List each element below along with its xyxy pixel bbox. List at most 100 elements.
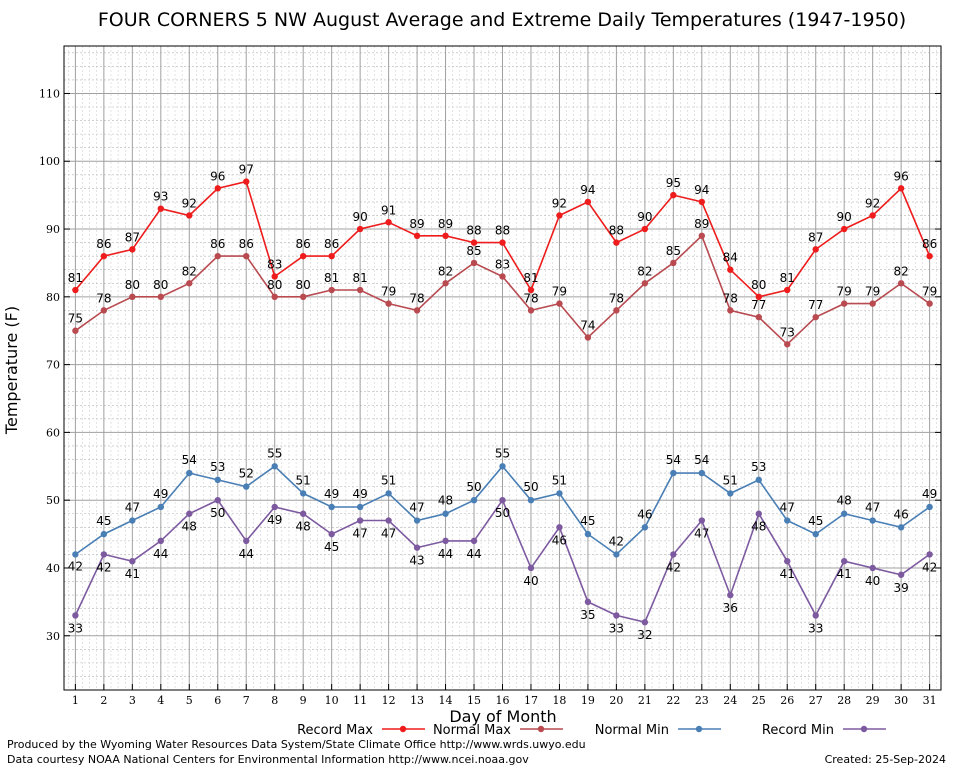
record-max-data-label: 94 bbox=[580, 183, 595, 197]
legend: Record Max Normal Max Normal Min Record Min bbox=[297, 723, 886, 738]
normal-max-data-label: 85 bbox=[466, 244, 481, 258]
record-max-data-label: 84 bbox=[723, 251, 738, 265]
normal-max-data-label: 80 bbox=[296, 278, 311, 292]
record-min-series: 33 42 41 44 48 50 44 49 48 45 47 47 43 44 44 50 40 46 35 33… bbox=[68, 496, 937, 642]
normal-max-data-label: 74 bbox=[580, 318, 595, 332]
normal-max-data-label: 77 bbox=[808, 298, 823, 312]
record-max-data-label: 88 bbox=[609, 224, 624, 238]
normal-min-point bbox=[812, 530, 819, 538]
normal-max-point bbox=[214, 252, 221, 260]
normal-min-data-label: 45 bbox=[96, 514, 111, 528]
normal-max-data-label: 82 bbox=[182, 264, 197, 278]
x-tick-label: 1 bbox=[72, 694, 79, 707]
normal-max-point bbox=[840, 300, 848, 307]
record-min-point bbox=[271, 503, 278, 511]
x-tick-label: 16 bbox=[496, 694, 510, 707]
normal-max-data-label: 79 bbox=[837, 285, 852, 299]
record-max-point bbox=[413, 232, 421, 240]
record-max-data-label: 90 bbox=[352, 210, 367, 224]
record-min-data-label: 42 bbox=[666, 560, 681, 574]
normal-max-data-label: 86 bbox=[210, 237, 225, 251]
record-min-point bbox=[641, 619, 649, 626]
normal-min-point bbox=[243, 483, 250, 490]
x-tick-label: 25 bbox=[752, 694, 766, 707]
record-max-data-label: 97 bbox=[239, 163, 254, 177]
normal-max-data-label: 86 bbox=[239, 237, 254, 251]
normal-max-point bbox=[613, 307, 620, 314]
normal-max-data-label: 85 bbox=[666, 244, 681, 258]
normal-max-data-label: 81 bbox=[352, 271, 367, 285]
normal-min-data-label: 45 bbox=[808, 514, 823, 528]
normal-max-point bbox=[157, 293, 165, 301]
x-tick-label: 20 bbox=[609, 694, 623, 707]
record-min-point bbox=[129, 558, 136, 565]
x-axis-label: Day of Month bbox=[449, 707, 556, 726]
x-axis-ticks: 1 2 3 4 5 6 7 8 9 10 11 12 13 14 15 16 17 18 19 20 21 22 23 24 2… bbox=[72, 684, 937, 707]
normal-max-point bbox=[385, 300, 392, 307]
record-max-point bbox=[299, 252, 307, 260]
normal-min-data-label: 49 bbox=[153, 487, 168, 501]
record-max-point bbox=[186, 212, 193, 219]
footer-created-date: Created: 25-Sep-2024 bbox=[825, 753, 946, 766]
record-min-data-label: 41 bbox=[125, 567, 140, 581]
record-min-data-label: 44 bbox=[239, 547, 254, 561]
normal-max-point bbox=[897, 280, 905, 287]
record-min-point bbox=[784, 558, 791, 565]
normal-min-point bbox=[299, 490, 307, 497]
x-tick-label: 19 bbox=[581, 694, 595, 707]
normal-min-data-label: 49 bbox=[922, 487, 937, 501]
normal-min-point bbox=[641, 524, 649, 531]
record-max-data-label: 86 bbox=[922, 237, 937, 251]
normal-max-data-label: 78 bbox=[409, 291, 424, 305]
x-tick-label: 15 bbox=[467, 694, 481, 707]
normal-max-point bbox=[129, 293, 136, 301]
record-max-point bbox=[784, 286, 791, 294]
normal-max-point bbox=[698, 232, 706, 240]
record-min-data-label: 39 bbox=[893, 581, 908, 595]
record-min-data-label: 40 bbox=[865, 574, 880, 588]
chart-title: FOUR CORNERS 5 NW August Average and Ext… bbox=[98, 9, 906, 31]
record-min-data-label: 42 bbox=[96, 560, 111, 574]
normal-min-data-label: 51 bbox=[381, 473, 396, 487]
record-min-data-label: 50 bbox=[210, 506, 225, 520]
x-tick-label: 4 bbox=[157, 694, 164, 707]
y-tick-label: 70 bbox=[46, 359, 60, 372]
normal-max-point bbox=[755, 313, 762, 321]
normal-min-point bbox=[442, 510, 449, 517]
record-min-point bbox=[100, 551, 108, 558]
normal-min-data-label: 42 bbox=[609, 534, 624, 548]
record-max-data-label: 92 bbox=[865, 196, 880, 210]
y-tick-label: 60 bbox=[46, 426, 60, 439]
record-max-point bbox=[613, 239, 620, 246]
record-max-data-label: 95 bbox=[666, 176, 681, 190]
normal-max-point bbox=[556, 300, 563, 307]
record-max-data-label: 96 bbox=[893, 169, 908, 183]
normal-max-point bbox=[926, 300, 933, 307]
y-tick-label: 30 bbox=[46, 630, 60, 643]
normal-min-data-label: 55 bbox=[267, 446, 282, 460]
record-min-point bbox=[670, 551, 677, 558]
normal-max-series: 75 78 80 80 82 86 86 80 80 81 81 79 78 82 85 83 78 79 74 78… bbox=[68, 217, 937, 348]
normal-max-data-label: 80 bbox=[125, 278, 140, 292]
record-max-data-label: 88 bbox=[466, 224, 481, 238]
record-max-data-label: 87 bbox=[125, 230, 140, 244]
record-min-data-label: 35 bbox=[580, 608, 595, 622]
normal-min-point bbox=[186, 469, 193, 477]
normal-max-point bbox=[584, 334, 592, 341]
record-max-point bbox=[129, 246, 136, 253]
x-tick-label: 3 bbox=[129, 694, 136, 707]
x-tick-label: 17 bbox=[524, 694, 538, 707]
normal-max-data-label: 79 bbox=[552, 285, 567, 299]
record-max-point bbox=[926, 252, 933, 260]
record-max-point bbox=[100, 252, 108, 260]
record-max-data-label: 91 bbox=[381, 203, 396, 217]
normal-min-data-label: 51 bbox=[723, 473, 738, 487]
minor-gridlines bbox=[64, 46, 941, 691]
x-tick-label: 12 bbox=[382, 694, 396, 707]
record-min-point bbox=[812, 612, 819, 619]
record-max-data-label: 90 bbox=[837, 210, 852, 224]
normal-min-data-label: 46 bbox=[637, 507, 652, 521]
legend-swatch-marker bbox=[537, 725, 545, 733]
normal-min-data-label: 53 bbox=[210, 460, 225, 474]
